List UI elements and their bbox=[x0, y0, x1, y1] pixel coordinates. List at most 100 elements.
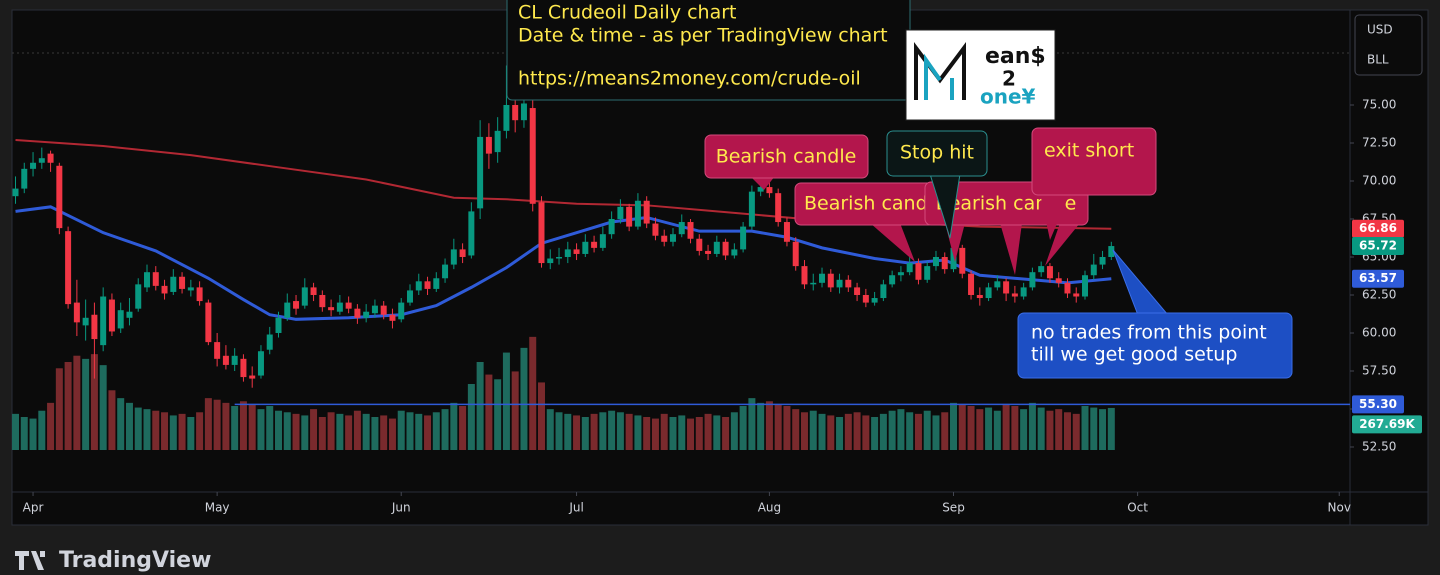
callout-tail bbox=[750, 176, 775, 190]
volume-bar bbox=[424, 415, 432, 450]
candle-body bbox=[1108, 246, 1115, 257]
candle-body bbox=[406, 290, 413, 303]
candle-body bbox=[433, 278, 440, 289]
volume-bar bbox=[643, 417, 651, 450]
volume-bar bbox=[941, 412, 949, 450]
volume-bar bbox=[143, 409, 151, 450]
candle-body bbox=[257, 351, 264, 376]
note bbox=[1017, 312, 1293, 379]
candle-body bbox=[73, 302, 80, 323]
volume-bar bbox=[29, 418, 37, 450]
volume-bar bbox=[906, 412, 914, 450]
candle-body bbox=[1003, 281, 1010, 294]
volume-bar bbox=[757, 402, 765, 450]
candle-body bbox=[459, 249, 466, 257]
volume-bar bbox=[353, 410, 361, 450]
candle-body bbox=[889, 275, 896, 285]
callout-tail bbox=[870, 223, 915, 262]
candle-body bbox=[748, 191, 755, 227]
candle-body bbox=[985, 287, 992, 299]
candle-body bbox=[1038, 266, 1045, 273]
volume-bar bbox=[599, 412, 607, 450]
volume-bar bbox=[555, 412, 563, 450]
candle-body bbox=[959, 247, 966, 274]
candle-body bbox=[924, 266, 931, 280]
volume-bar bbox=[73, 355, 81, 450]
candle-body bbox=[301, 287, 308, 306]
candle-body bbox=[617, 206, 624, 219]
volume-bar bbox=[108, 390, 116, 450]
candle-body bbox=[1073, 293, 1080, 297]
candle-body bbox=[494, 130, 501, 153]
candle-body bbox=[1099, 256, 1106, 265]
brand-logo bbox=[15, 551, 45, 570]
candle-body bbox=[520, 103, 527, 121]
volume-bar bbox=[616, 412, 624, 450]
candle-body bbox=[47, 153, 54, 163]
volume-bar bbox=[1020, 409, 1028, 450]
currency: USD bbox=[1367, 23, 1393, 37]
y-tick-label: 60.00 bbox=[1362, 325, 1396, 339]
candle-body bbox=[249, 375, 256, 379]
brand[interactable]: TradingView bbox=[59, 548, 211, 573]
candle-body bbox=[678, 222, 685, 235]
volume-bar bbox=[678, 415, 686, 450]
volume-bar bbox=[1081, 406, 1089, 450]
candle-body bbox=[766, 187, 773, 194]
candle-body bbox=[1082, 275, 1089, 297]
candle-body bbox=[21, 168, 28, 189]
volume-bar bbox=[897, 409, 905, 450]
volume-bar bbox=[792, 409, 800, 450]
volume-bar bbox=[266, 406, 274, 450]
candle-body bbox=[240, 358, 247, 378]
volume-bar bbox=[730, 412, 738, 450]
x-tick-label: May bbox=[205, 501, 230, 515]
volume-bar bbox=[581, 417, 589, 450]
candle-body bbox=[801, 266, 808, 285]
candle-body bbox=[477, 136, 484, 209]
candle-body bbox=[170, 276, 177, 292]
candle-body bbox=[608, 218, 615, 235]
volume-bar bbox=[169, 415, 177, 450]
candle-body bbox=[950, 247, 957, 270]
volume-bar bbox=[669, 417, 677, 450]
info-line: https://means2money.com/crude-oil bbox=[518, 68, 861, 90]
candle-body bbox=[328, 307, 335, 311]
volume-bar bbox=[494, 379, 502, 450]
volume-bar bbox=[64, 362, 72, 450]
volume-bar bbox=[1011, 406, 1019, 450]
candle-body bbox=[363, 311, 370, 318]
volume-bar bbox=[748, 398, 756, 450]
info-line: CL Crudeoil Daily chart bbox=[518, 2, 737, 24]
price-tag bbox=[1352, 219, 1404, 238]
volume-bar bbox=[888, 410, 896, 450]
volume-bar bbox=[853, 412, 861, 450]
candle-body bbox=[1064, 282, 1071, 294]
candle-body bbox=[1020, 287, 1027, 297]
candle-body bbox=[669, 234, 676, 242]
price-tag-label: 66.86 bbox=[1359, 221, 1397, 235]
volume-bar bbox=[397, 410, 405, 450]
volume-bar bbox=[783, 406, 791, 450]
scale-header-box[interactable] bbox=[1354, 14, 1423, 76]
candle-body bbox=[599, 234, 606, 248]
callout-tail bbox=[1040, 193, 1070, 240]
volume-bar bbox=[1090, 407, 1098, 450]
price-tag bbox=[1352, 269, 1404, 288]
volume-bar bbox=[388, 418, 396, 450]
candle-body bbox=[661, 235, 668, 242]
volume-bar bbox=[932, 415, 940, 450]
volume-bar bbox=[441, 409, 449, 450]
candle-body bbox=[310, 287, 317, 295]
candle-body bbox=[643, 200, 650, 224]
candle-body bbox=[862, 294, 869, 303]
candle-body bbox=[152, 272, 159, 286]
volume-bar bbox=[862, 415, 870, 450]
candle-body bbox=[82, 317, 89, 326]
candle-body bbox=[968, 273, 975, 295]
candle-body bbox=[336, 302, 343, 312]
candle-body bbox=[1090, 264, 1097, 276]
candle-body bbox=[994, 281, 1001, 288]
volume-bar bbox=[1072, 413, 1080, 450]
